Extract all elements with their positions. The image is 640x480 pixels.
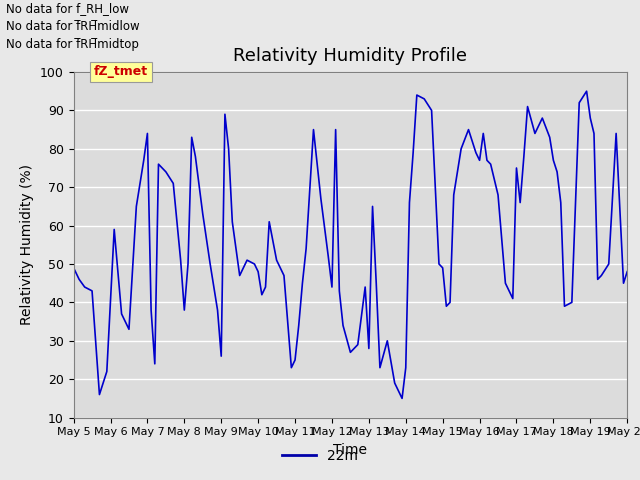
Text: fZ_tmet: fZ_tmet bbox=[94, 65, 148, 79]
Legend: 22m: 22m bbox=[276, 443, 364, 468]
Text: No data for f̅RH̅midlow: No data for f̅RH̅midlow bbox=[6, 20, 140, 33]
Text: No data for f_RH_low: No data for f_RH_low bbox=[6, 2, 129, 15]
X-axis label: Time: Time bbox=[333, 443, 367, 457]
Title: Relativity Humidity Profile: Relativity Humidity Profile bbox=[234, 47, 467, 65]
Text: No data for f̅RH̅midtop: No data for f̅RH̅midtop bbox=[6, 38, 140, 51]
Y-axis label: Relativity Humidity (%): Relativity Humidity (%) bbox=[20, 164, 35, 325]
